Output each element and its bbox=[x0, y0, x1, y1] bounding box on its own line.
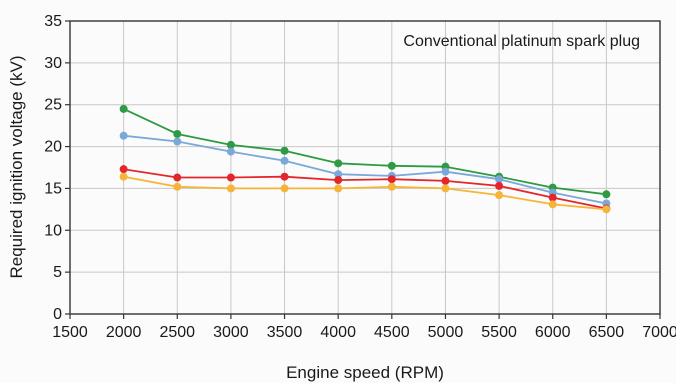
data-point bbox=[548, 193, 557, 202]
data-point bbox=[226, 184, 235, 193]
series-4 bbox=[119, 172, 611, 214]
data-point bbox=[602, 190, 611, 199]
series-line bbox=[123, 168, 607, 210]
series-1 bbox=[119, 104, 611, 199]
x-tick-label: 5000 bbox=[428, 324, 464, 341]
data-point bbox=[602, 205, 611, 214]
data-point bbox=[280, 172, 289, 181]
data-point bbox=[495, 181, 504, 190]
y-tick-label: 25 bbox=[44, 97, 62, 114]
data-point bbox=[280, 184, 289, 193]
data-point bbox=[173, 130, 182, 139]
data-point bbox=[280, 146, 289, 155]
data-point bbox=[334, 184, 343, 193]
data-point bbox=[387, 175, 396, 184]
data-point bbox=[226, 140, 235, 149]
data-point bbox=[387, 182, 396, 191]
series-2 bbox=[119, 131, 611, 208]
data-point bbox=[441, 184, 450, 193]
x-tick-label: 2000 bbox=[106, 324, 142, 341]
data-point bbox=[334, 159, 343, 168]
data-point bbox=[119, 172, 128, 181]
series-line bbox=[123, 134, 607, 205]
data-point bbox=[387, 161, 396, 170]
y-axis-title: Required ignition voltage (kV) bbox=[7, 55, 26, 278]
data-point bbox=[226, 173, 235, 182]
series-line bbox=[123, 108, 607, 196]
data-point bbox=[173, 137, 182, 146]
y-tick-label: 15 bbox=[44, 180, 62, 197]
x-tick-label: 6000 bbox=[535, 324, 571, 341]
y-tick-label: 20 bbox=[44, 139, 62, 156]
series-group bbox=[119, 104, 611, 214]
data-point bbox=[226, 147, 235, 156]
data-point bbox=[441, 167, 450, 176]
x-axis-title: Engine speed (RPM) bbox=[286, 363, 444, 382]
x-tick-label: 3500 bbox=[267, 324, 303, 341]
data-point bbox=[119, 165, 128, 174]
tick-labels: 1500 2000 2500 3000 3500 4000 4500 5000 5500 6000… bbox=[44, 13, 676, 341]
x-tick-label: 4500 bbox=[374, 324, 410, 341]
x-tick-label: 7000 bbox=[642, 324, 676, 341]
y-tick-label: 5 bbox=[53, 264, 62, 281]
data-point bbox=[173, 182, 182, 191]
data-point bbox=[173, 173, 182, 182]
x-tick-label: 5500 bbox=[481, 324, 517, 341]
series-line bbox=[123, 175, 607, 211]
data-point bbox=[280, 156, 289, 165]
data-point bbox=[334, 170, 343, 179]
x-tick-label: 4000 bbox=[320, 324, 356, 341]
data-point bbox=[548, 200, 557, 209]
data-point bbox=[334, 176, 343, 185]
x-tick-label: 3000 bbox=[213, 324, 249, 341]
y-tick-label: 30 bbox=[44, 55, 62, 72]
data-point bbox=[441, 176, 450, 185]
plot-frame bbox=[69, 20, 661, 315]
chart-annotation: Conventional platinum spark plug bbox=[403, 33, 640, 50]
data-point bbox=[119, 131, 128, 140]
x-tick-label: 6500 bbox=[589, 324, 625, 341]
y-tick-label: 35 bbox=[44, 13, 62, 30]
data-point bbox=[495, 175, 504, 184]
data-point bbox=[495, 191, 504, 200]
y-tick-label: 10 bbox=[44, 222, 62, 239]
y-tick-label: 0 bbox=[53, 306, 62, 323]
data-point bbox=[119, 104, 128, 113]
plot-background bbox=[70, 21, 660, 314]
x-tick-label: 2500 bbox=[159, 324, 195, 341]
x-tick-label: 1500 bbox=[52, 324, 88, 341]
